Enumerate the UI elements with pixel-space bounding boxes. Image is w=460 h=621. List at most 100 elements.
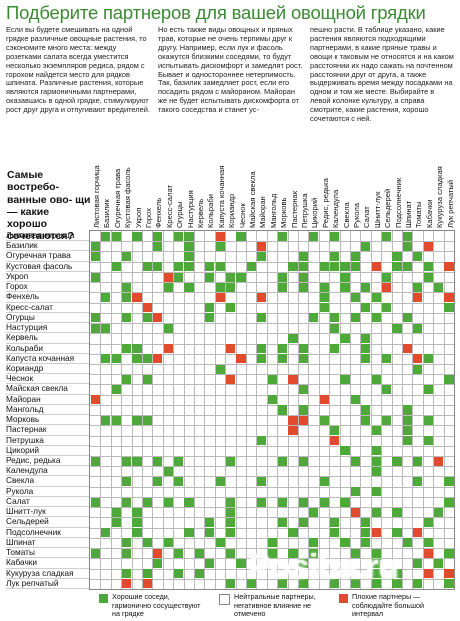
good-cell [371, 507, 381, 517]
good-cell [226, 303, 236, 313]
good-cell [309, 313, 319, 323]
grid-line [256, 231, 258, 589]
good-cell [361, 528, 371, 538]
bad-cell [153, 354, 163, 364]
good-cell [174, 262, 184, 272]
good-cell [298, 518, 308, 528]
grid-line [443, 231, 445, 589]
row-label: Майская свекла [6, 383, 90, 395]
good-cell [101, 528, 111, 538]
bad-cell [132, 292, 142, 302]
intro-column-3: пешно расти. В таблице указано, какие ра… [310, 25, 454, 124]
good-cell [371, 548, 381, 558]
good-cell [319, 415, 329, 425]
good-cell [423, 436, 433, 446]
row-label: Календула [6, 465, 90, 477]
good-cell [402, 405, 412, 415]
bad-cell [90, 395, 100, 405]
bad-cell [257, 292, 267, 302]
bad-cell [413, 528, 423, 538]
good-cell [361, 333, 371, 343]
good-cell [101, 323, 111, 333]
good-cell [309, 538, 319, 548]
bad-cell [423, 241, 433, 251]
good-cell [402, 262, 412, 272]
bad-cell [215, 292, 225, 302]
legend-good: Хорошие соседи, гармонично сосуществуют … [99, 592, 209, 619]
good-cell [215, 241, 225, 251]
good-cell [350, 487, 360, 497]
good-cell [444, 548, 454, 558]
good-cell [392, 252, 402, 262]
grid-line [152, 231, 154, 589]
legend-bad: Плохие партнеры — соблюдайте большой инт… [339, 592, 455, 619]
good-cell [371, 425, 381, 435]
good-cell [267, 538, 277, 548]
good-cell [330, 313, 340, 323]
row-label: Кольраби [6, 343, 90, 354]
good-cell [90, 456, 100, 466]
good-cell [101, 415, 111, 425]
row-label: Горох [6, 281, 90, 293]
grid-line [90, 333, 454, 335]
good-cell [330, 344, 340, 354]
good-cell [257, 313, 267, 323]
grid-line [235, 231, 237, 589]
good-cell [90, 241, 100, 251]
row-label: Листовая горчица [6, 230, 90, 242]
row-label: Настурция [6, 322, 90, 334]
good-cell [423, 272, 433, 282]
good-cell [298, 579, 308, 589]
legend-good-label: Хорошие соседи, гармонично сосуществуют … [112, 592, 201, 618]
good-cell [163, 538, 173, 548]
good-cell [330, 262, 340, 272]
bad-cell [288, 374, 298, 384]
good-cell [278, 282, 288, 292]
good-cell [163, 466, 173, 476]
grid-line [225, 231, 227, 589]
good-cell [298, 558, 308, 568]
good-cell [361, 538, 371, 548]
good-cell [142, 415, 152, 425]
row-label: Лук репчатый [6, 578, 90, 589]
good-cell [298, 497, 308, 507]
grid-line [308, 231, 310, 589]
grid-line [90, 384, 454, 386]
good-cell [444, 579, 454, 589]
good-cell [340, 262, 350, 272]
row-label: Кервель [6, 332, 90, 344]
good-cell [278, 497, 288, 507]
good-cell [298, 262, 308, 272]
good-cell [444, 497, 454, 507]
bad-cell [236, 354, 246, 364]
grid-line [131, 231, 133, 589]
good-cell [163, 323, 173, 333]
row-label: Чеснок [6, 373, 90, 385]
bad-cell [122, 579, 132, 589]
grid-line [90, 343, 454, 345]
grid-line [162, 231, 164, 589]
good-cell [402, 241, 412, 251]
good-cell [184, 241, 194, 251]
intro-column-2: Но есть также виды овощных и пряных трав… [158, 25, 303, 115]
neutral-swatch [219, 594, 230, 605]
good-cell [142, 497, 152, 507]
grid-line [90, 271, 454, 273]
grid-line [90, 425, 454, 427]
good-cell [371, 466, 381, 476]
grid-line [90, 374, 454, 376]
row-label: Кустовая фасоль [6, 261, 90, 272]
good-cell [298, 344, 308, 354]
good-cell [319, 282, 329, 292]
good-cell [132, 415, 142, 425]
good-cell [132, 528, 142, 538]
good-cell [205, 272, 215, 282]
grid-line [204, 231, 206, 589]
bad-cell [402, 344, 412, 354]
good-cell [371, 292, 381, 302]
good-cell [319, 292, 329, 302]
good-cell [444, 477, 454, 487]
grid-line [90, 292, 454, 294]
good-cell [257, 344, 267, 354]
row-label: Пастернак [6, 424, 90, 436]
